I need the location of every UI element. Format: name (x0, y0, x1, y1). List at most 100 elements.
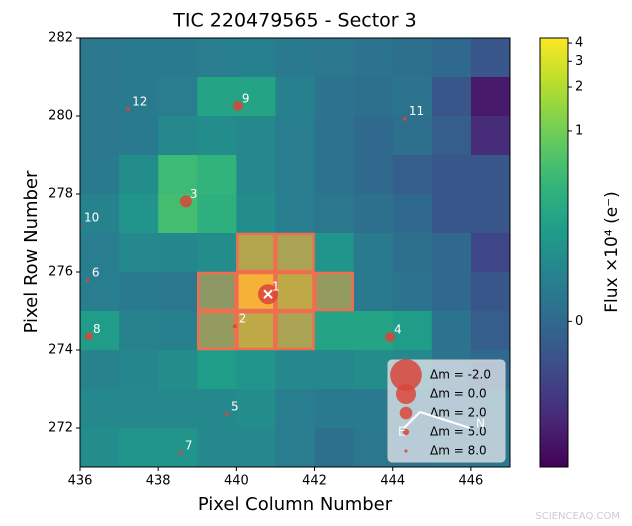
star-label: 11 (409, 104, 424, 118)
star (178, 450, 183, 455)
pixel-cell (353, 155, 394, 195)
pixel-cell (275, 428, 316, 467)
aperture-pixel (236, 310, 276, 351)
y-tick-label: 278 (48, 187, 73, 202)
pixel-cell (119, 77, 159, 117)
pixel-cell (197, 272, 237, 312)
pixel-cell (236, 38, 276, 78)
pixel-cell (431, 194, 472, 234)
star-label: 6 (92, 266, 100, 280)
star-label: 12 (132, 94, 147, 108)
legend-label: Δm = 8.0 (430, 444, 487, 458)
heatmap (80, 38, 510, 467)
pixel-cell (236, 116, 276, 156)
pixel-cell (314, 350, 355, 390)
colorbar-tick-label: 4 (575, 36, 583, 51)
pixel-cell (80, 311, 120, 351)
pixel-cell (158, 272, 198, 312)
star-label: 10 (84, 211, 99, 225)
pixel-cell (197, 38, 237, 78)
aperture-pixel (236, 232, 276, 273)
pixel-cell (275, 311, 316, 351)
pixel-cell (353, 77, 394, 117)
x-tick-label: 444 (380, 474, 405, 489)
star-label: 4 (394, 323, 402, 337)
pixel-cell (275, 38, 316, 78)
pixel-cell (353, 428, 394, 467)
legend-label: Δm = 5.0 (430, 425, 487, 439)
star (232, 324, 237, 329)
pixel-cell (197, 428, 237, 467)
pixel-cell (353, 350, 394, 390)
y-tick-label: 274 (48, 343, 73, 358)
watermark: SCIENCEAQ.COM (535, 511, 620, 522)
star (86, 278, 90, 282)
pixel-cell (275, 233, 316, 273)
pixel-cell (314, 428, 355, 467)
pixel-cell (353, 116, 394, 156)
aperture-pixel (197, 271, 237, 312)
plot-frame (79, 37, 511, 468)
star-label: 7 (185, 438, 193, 452)
pixel-cell (119, 350, 159, 390)
pixel-cell (392, 311, 433, 351)
pixel-cell (314, 272, 355, 312)
pixel-cell (431, 311, 472, 351)
pixel-cell (470, 194, 510, 234)
pixel-cell (236, 77, 276, 117)
pixel-cell (80, 350, 120, 390)
pixel-cell (392, 233, 433, 273)
pixel-cell (470, 38, 510, 78)
pixel-cell (80, 194, 120, 234)
target-marker (263, 289, 273, 299)
compass-north-arrow (419, 411, 471, 429)
pixel-cell (80, 77, 120, 117)
pixel-cell (392, 194, 433, 234)
x-tick-label: 440 (224, 474, 249, 489)
star-label: 8 (93, 322, 101, 336)
pixel-cell (353, 233, 394, 273)
pixel-cell (353, 389, 394, 429)
aperture-pixel (314, 271, 354, 312)
pixel-cell (353, 311, 394, 351)
pixel-cell (197, 155, 237, 195)
x-tick-label: 442 (302, 474, 327, 489)
pixel-cell (119, 38, 159, 78)
pixel-cell (197, 233, 237, 273)
legend-marker (402, 428, 410, 436)
pixel-cell (470, 272, 510, 312)
aperture-pixel (275, 271, 315, 312)
legend-label: Δm = 2.0 (430, 406, 487, 420)
pixel-cell (392, 272, 433, 312)
pixel-cell (80, 233, 120, 273)
colorbar-tick-label: 0 (575, 314, 583, 329)
star-label: 5 (231, 399, 239, 413)
y-tick-label: 276 (48, 265, 73, 280)
pixel-cell (392, 116, 433, 156)
pixel-cell (119, 155, 159, 195)
pixel-cell (80, 272, 120, 312)
pixel-cell (119, 311, 159, 351)
pixel-cell (275, 194, 316, 234)
chart-title: TIC 220479565 - Sector 3 (172, 10, 416, 32)
pixel-cell (275, 77, 316, 117)
star (85, 332, 93, 341)
legend: Δm = -2.0 Δm = 0.0 Δm = 2.0 Δm = 5.0 Δm = 8.… (387, 359, 506, 463)
pixel-cell (392, 155, 433, 195)
star-label: 9 (242, 91, 250, 105)
pixel-cell (80, 389, 120, 429)
pixel-cell (353, 272, 394, 312)
star (402, 116, 407, 121)
colorbar (539, 37, 569, 468)
legend-marker (399, 406, 413, 420)
pixel-cell (158, 38, 198, 78)
pixel-cell (158, 311, 198, 351)
star (232, 100, 243, 111)
compass-east: E (398, 425, 406, 439)
pixel-cell (197, 350, 237, 390)
x-tick-label: 436 (68, 474, 93, 489)
colorbar-tick-label: 3 (575, 54, 583, 69)
pixel-cell (314, 38, 355, 78)
pixel-cell (431, 38, 472, 78)
